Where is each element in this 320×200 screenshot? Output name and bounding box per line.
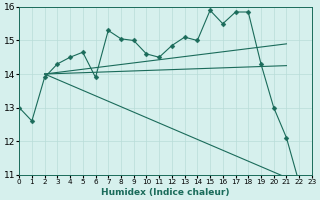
X-axis label: Humidex (Indice chaleur): Humidex (Indice chaleur): [101, 188, 230, 197]
